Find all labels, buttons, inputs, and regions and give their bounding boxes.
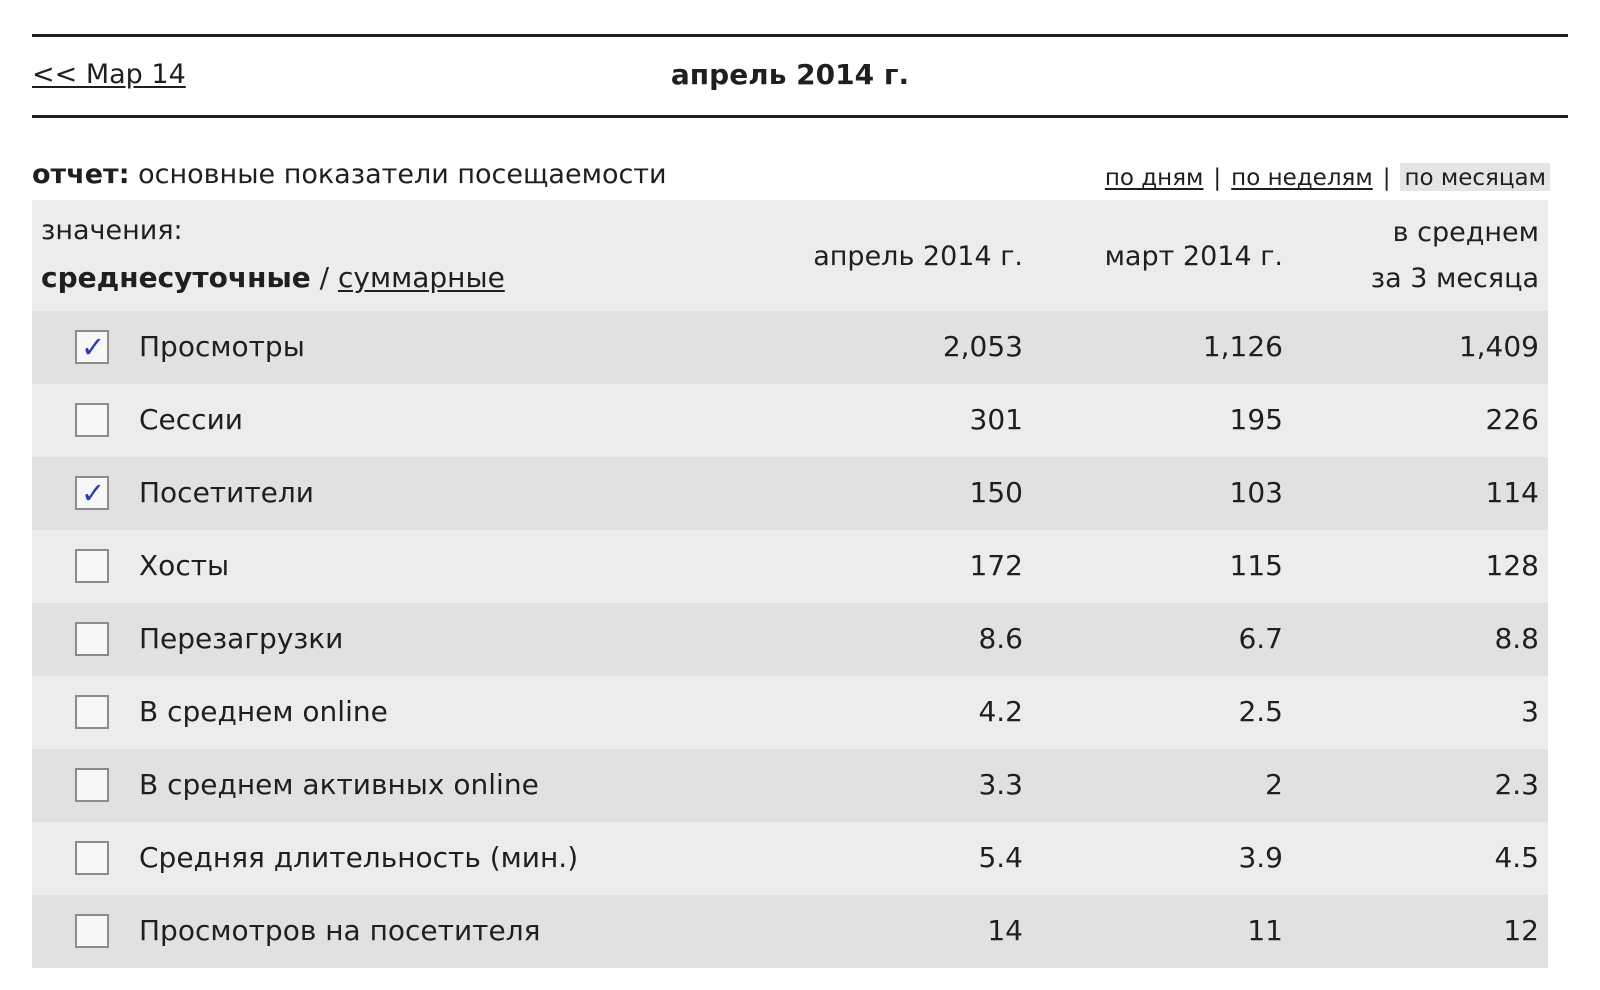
period-days-link[interactable]: по дням	[1104, 165, 1204, 191]
value-average: 226	[1485, 403, 1539, 436]
metric-name: Средняя длительность (мин.)	[139, 841, 579, 874]
report-name: основные показатели посещаемости	[138, 159, 667, 190]
table-row: ✓ В среднем online 4.2 2.5 3	[32, 676, 1548, 749]
value-march: 3.9	[1238, 841, 1283, 874]
mode-total-link[interactable]: суммарные	[338, 261, 505, 294]
table-body: ✓Просмотры2,0531,1261,409✓Сессии30119522…	[32, 311, 1548, 968]
table-row: ✓ Просмотры 2,053 1,126 1,409	[32, 311, 1548, 384]
metric-name: Просмотры	[139, 330, 305, 363]
metric-checkbox[interactable]: ✓	[75, 403, 109, 437]
mode-daily-current: среднесуточные	[41, 261, 311, 294]
report-label: отчет:	[32, 159, 130, 190]
metric-name: Посетители	[139, 476, 314, 509]
metric-checkbox[interactable]: ✓	[75, 768, 109, 802]
metric-checkbox[interactable]: ✓	[75, 841, 109, 875]
value-april: 5.4	[978, 841, 1023, 874]
metric-checkbox[interactable]: ✓	[75, 476, 109, 510]
metric-checkbox[interactable]: ✓	[75, 549, 109, 583]
metric-checkbox[interactable]: ✓	[75, 622, 109, 656]
metric-name: Сессии	[139, 403, 243, 436]
report-title: отчет: основные показатели посещаемости	[32, 158, 667, 192]
value-march: 115	[1229, 549, 1283, 582]
page-title: апрель 2014 г.	[670, 58, 910, 91]
prev-month-link[interactable]: << Мар 14	[32, 59, 186, 90]
value-average: 1,409	[1458, 330, 1539, 363]
value-march: 2.5	[1238, 695, 1283, 728]
column-header-average-line1: в среднем	[1392, 217, 1539, 248]
value-april: 172	[969, 549, 1023, 582]
value-april: 3.3	[978, 768, 1023, 801]
top-divider	[32, 34, 1568, 37]
period-switch: по дням | по неделям | по месяцам	[1105, 163, 1550, 193]
value-average: 8.8	[1494, 622, 1539, 655]
column-header-march: март 2014 г.	[1104, 241, 1283, 272]
period-separator: |	[1213, 165, 1222, 191]
table-row: ✓ Хосты 172 115 128	[32, 530, 1548, 603]
value-march: 103	[1229, 476, 1283, 509]
table-header: значения: среднесуточные / суммарные апр…	[32, 200, 1548, 311]
column-header-april: апрель 2014 г.	[813, 241, 1023, 272]
metric-checkbox[interactable]: ✓	[75, 330, 109, 364]
values-mode: среднесуточные / суммарные	[41, 260, 505, 296]
value-april: 150	[969, 476, 1023, 509]
table-row: ✓ Сессии 301 195 226	[32, 384, 1548, 457]
metric-checkbox[interactable]: ✓	[75, 695, 109, 729]
metric-name: Хосты	[139, 549, 230, 582]
table-row: ✓ В среднем активных online 3.3 2 2.3	[32, 749, 1548, 822]
value-april: 301	[969, 403, 1023, 436]
table-row: ✓ Посетители 150 103 114	[32, 457, 1548, 530]
checkmark-icon: ✓	[81, 330, 106, 364]
table-row: ✓ Просмотров на посетителя 14 11 12	[32, 895, 1548, 968]
stats-table: значения: среднесуточные / суммарные апр…	[32, 200, 1548, 968]
column-header-average-line2: за 3 месяца	[1370, 263, 1539, 294]
column-header-average: в среднем за 3 месяца	[1371, 210, 1539, 302]
value-april: 4.2	[978, 695, 1023, 728]
period-weeks-link[interactable]: по неделям	[1231, 165, 1373, 191]
values-label: значения:	[41, 215, 183, 246]
table-row: ✓ Средняя длительность (мин.) 5.4 3.9 4.5	[32, 822, 1548, 895]
metric-name: В среднем online	[139, 695, 388, 728]
value-average: 12	[1503, 914, 1539, 947]
value-march: 1,126	[1202, 330, 1283, 363]
table-row: ✓ Перезагрузки 8.6 6.7 8.8	[32, 603, 1548, 676]
value-april: 2,053	[942, 330, 1023, 363]
value-april: 8.6	[978, 622, 1023, 655]
value-april: 14	[987, 914, 1023, 947]
value-average: 3	[1521, 695, 1539, 728]
value-march: 2	[1265, 768, 1283, 801]
value-march: 195	[1229, 403, 1283, 436]
metric-checkbox[interactable]: ✓	[75, 914, 109, 948]
metric-name: Просмотров на посетителя	[139, 914, 541, 947]
period-separator: |	[1382, 165, 1391, 191]
value-average: 2.3	[1494, 768, 1539, 801]
value-march: 11	[1247, 914, 1283, 947]
checkmark-icon: ✓	[81, 476, 106, 510]
metric-name: В среднем активных online	[139, 768, 539, 801]
value-average: 4.5	[1494, 841, 1539, 874]
value-average: 128	[1485, 549, 1539, 582]
value-average: 114	[1485, 476, 1539, 509]
mode-separator: /	[310, 261, 339, 294]
metric-name: Перезагрузки	[139, 622, 344, 655]
value-march: 6.7	[1238, 622, 1283, 655]
period-months-current: по месяцам	[1400, 163, 1550, 191]
bottom-divider	[32, 115, 1568, 118]
